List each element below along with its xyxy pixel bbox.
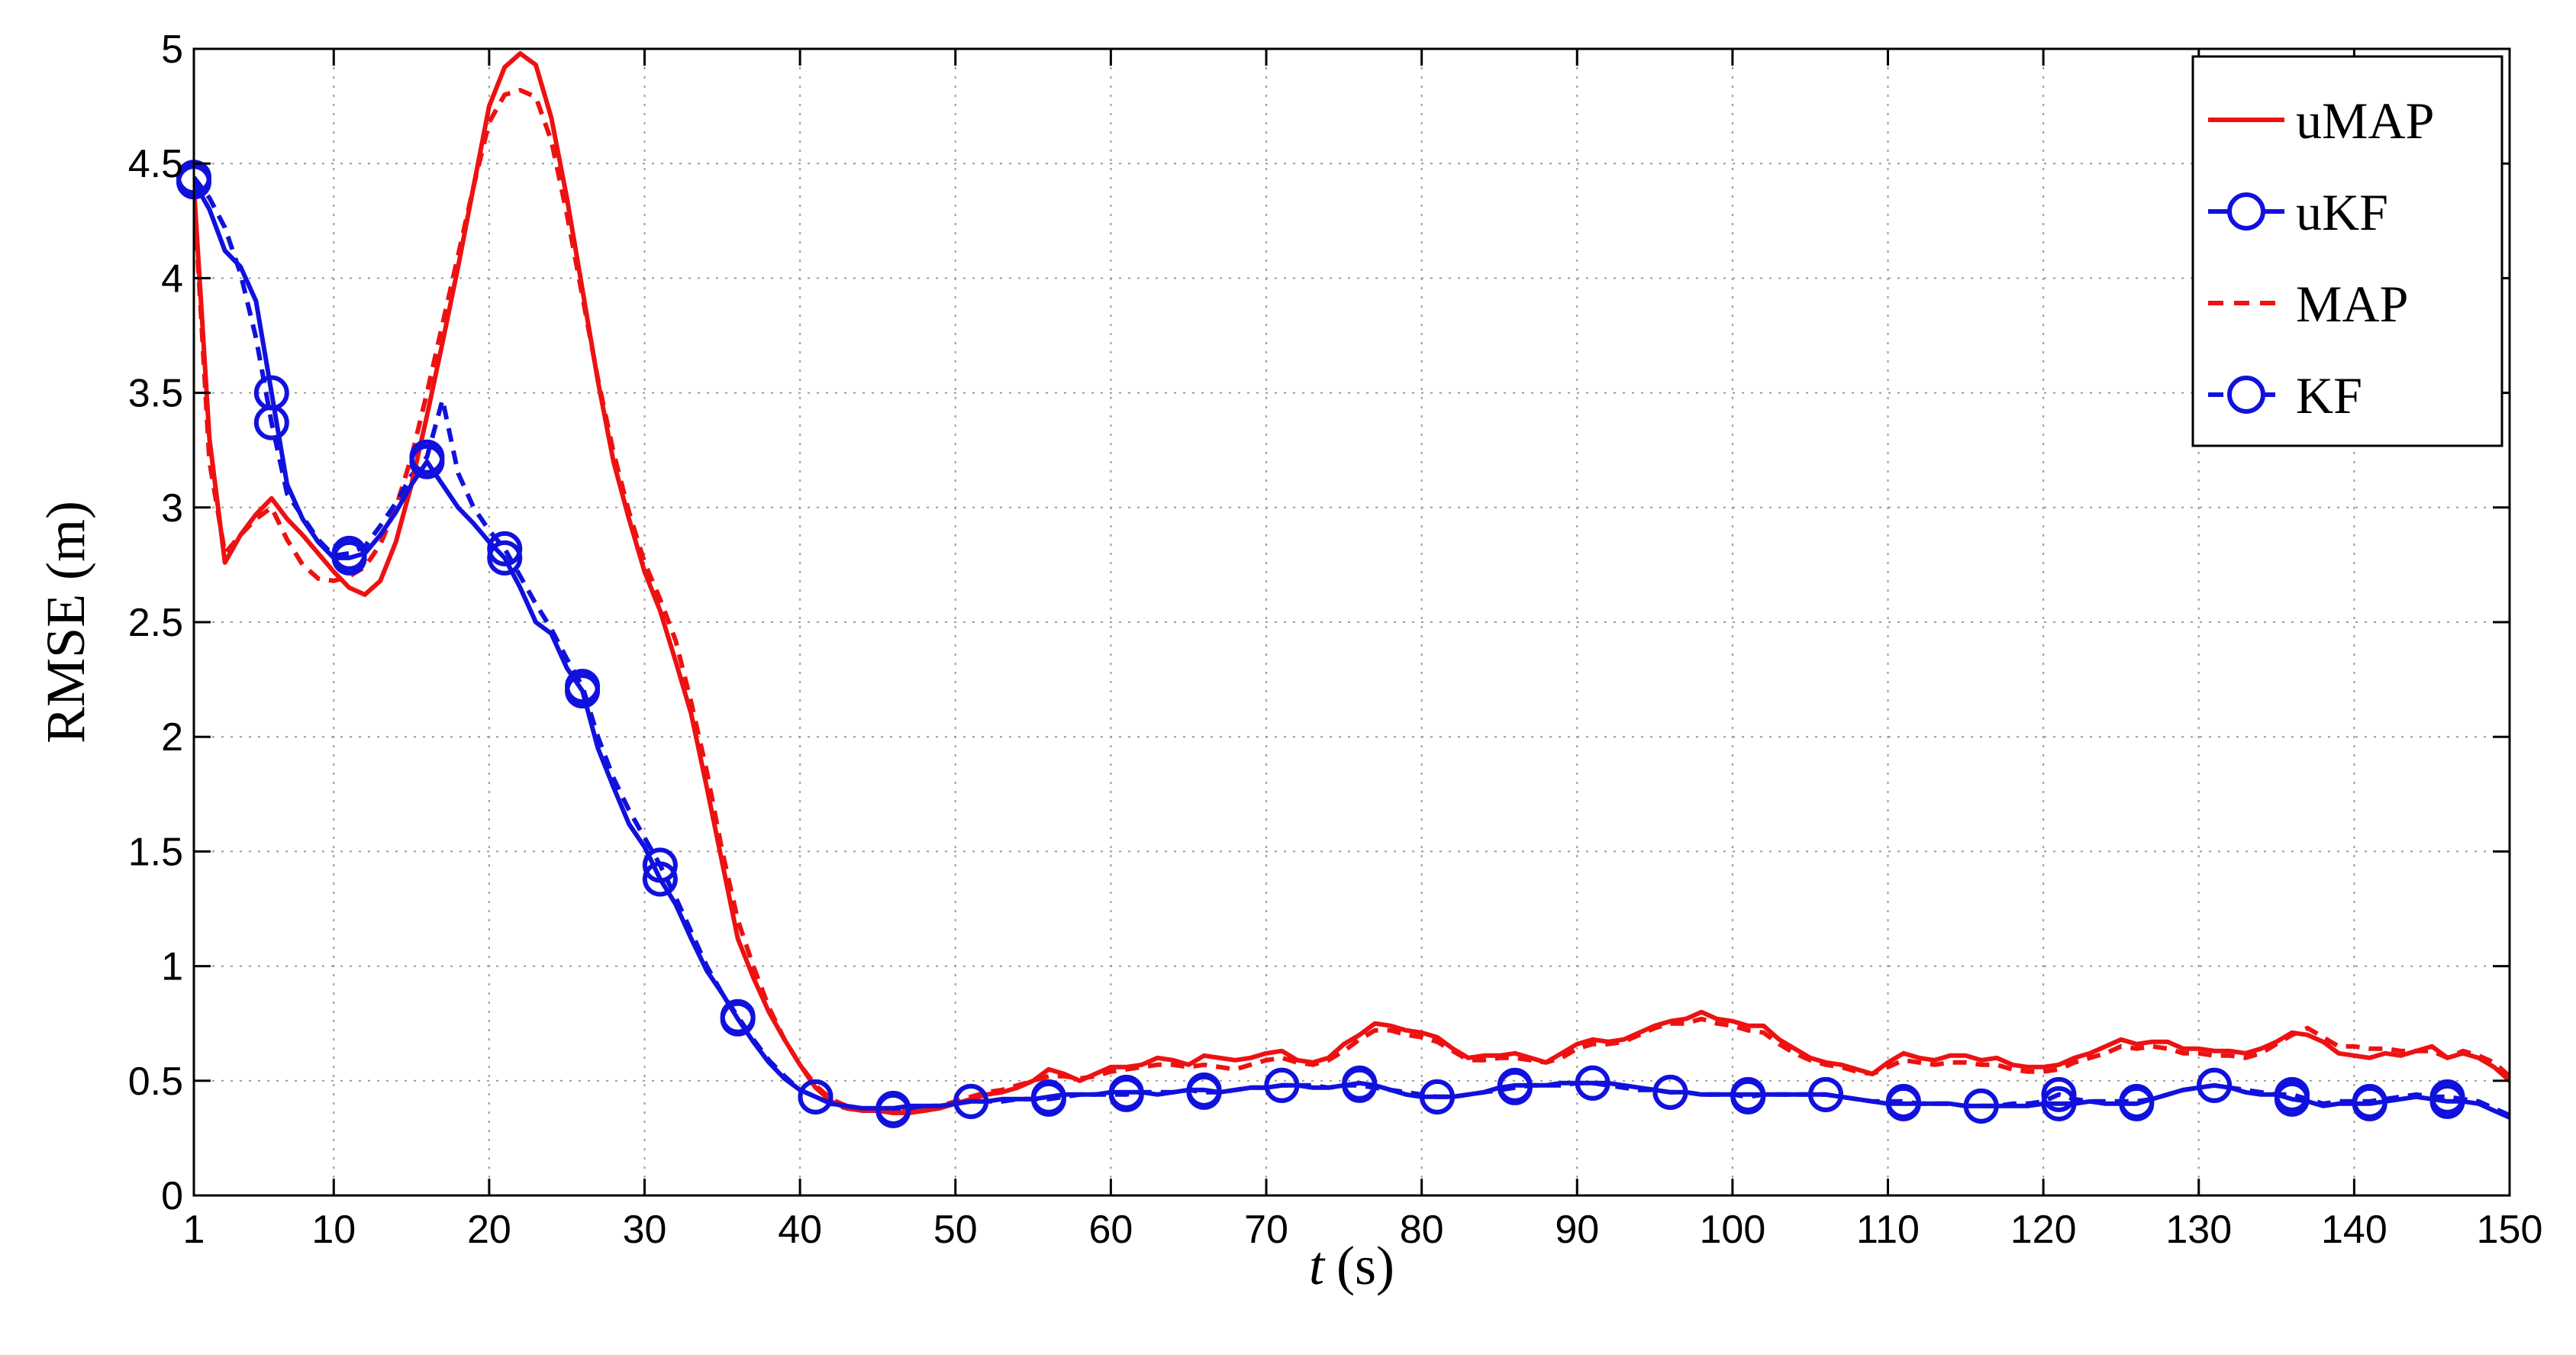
legend-marker-ukf [2227,192,2265,231]
y-tick-label: 0.5 [128,1060,183,1104]
x-tick-label: 50 [933,1208,978,1252]
data-point-ukf [2041,1086,2077,1121]
data-point-ukf [565,673,601,709]
x-axis-tick-labels: 1 10 20 30 40 50 60 70 80 90 100 110 120 130 140 150 [183,1208,2543,1252]
data-point-ukf [1342,1065,1378,1101]
legend-label-umap: uMAP [2296,92,2434,150]
data-point-kf [642,847,678,883]
x-tick-label: 1 [183,1208,205,1252]
data-point-ukf [1419,1079,1455,1115]
y-tick-label: 4.5 [128,142,183,186]
x-tick-label: 10 [311,1208,356,1252]
data-point-ukf [2119,1086,2155,1121]
data-point-ukf [409,444,445,479]
data-point-ukf [798,1079,833,1115]
marker-layer [176,160,2465,1128]
data-point-ukf [2274,1081,2310,1117]
data-point-ukf [1963,1088,1999,1124]
legend-item-ukf: uKF [2208,183,2388,241]
x-tick-label: 80 [1400,1208,1444,1252]
x-tick-label: 70 [1244,1208,1288,1252]
data-point-ukf [1652,1074,1688,1110]
y-tick-label: 1 [161,945,183,989]
y-tick-label: 3 [161,486,183,531]
data-point-ukf [1730,1076,1766,1112]
x-tick-label: 100 [1699,1208,1765,1252]
legend-item-umap: uMAP [2208,92,2434,150]
data-point-ukf [1030,1079,1066,1115]
data-point-ukf [2197,1067,2233,1103]
x-tick-label: 140 [2321,1208,2387,1252]
y-tick-label: 2 [161,715,183,760]
legend-label-ukf: uKF [2296,183,2388,241]
y-tick-label: 4 [161,256,183,301]
data-point-kf [2041,1076,2077,1112]
legend-label-map: MAP [2296,275,2408,333]
data-point-kf [487,531,523,566]
data-point-ukf [1108,1074,1144,1110]
legend-label-kf: KF [2296,366,2362,424]
x-tick-label: 90 [1555,1208,1599,1252]
x-axis-label-variable: t [1309,1235,1326,1296]
plot-background [194,49,2510,1195]
data-point-ukf [2352,1086,2387,1121]
data-point-ukf [720,1001,756,1037]
x-tick-label: 40 [778,1208,822,1252]
x-tick-label: 60 [1088,1208,1133,1252]
data-point-ukf [2429,1083,2465,1119]
x-tick-label: 110 [1856,1208,1920,1252]
y-tick-label: 2.5 [128,601,183,645]
y-tick-label: 1.5 [128,830,183,874]
data-point-ukf [487,540,523,576]
legend: uMAP uKF MAP KF [2191,55,2503,447]
data-point-ukf [875,1090,911,1126]
x-tick-label: 120 [2010,1208,2077,1252]
y-tick-label: 5 [161,27,183,72]
data-point-ukf [253,375,289,411]
legend-item-kf: KF [2208,366,2362,424]
data-point-ukf [331,540,367,576]
x-tick-label: 130 [2165,1208,2232,1252]
y-axis-tick-labels: 0 0.5 1 1.5 2 2.5 3 3.5 4 4.5 5 [128,27,183,1218]
series-line-umap [194,51,2510,1115]
data-point-ukf [1186,1072,1222,1108]
legend-items: uMAP uKF MAP KF [2208,92,2434,424]
x-tick-label: 30 [623,1208,667,1252]
y-tick-label: 0 [161,1174,183,1218]
data-point-ukf [1264,1067,1300,1103]
x-axis-label: t (s) [1309,1235,1394,1296]
y-axis-label: RMSE (m) [35,501,96,744]
data-point-ukf [1575,1065,1610,1101]
data-point-ukf [1885,1086,1921,1121]
data-point-ukf [953,1083,989,1119]
y-tick-label: 3.5 [128,372,183,416]
x-tick-label: 150 [2477,1208,2543,1252]
legend-marker-kf [2227,376,2265,414]
data-point-ukf [642,861,678,897]
x-tick-label: 20 [467,1208,511,1252]
data-point-ukf [1497,1067,1533,1103]
legend-item-map: MAP [2208,275,2408,333]
x-axis-label-unit: (s) [1336,1235,1394,1296]
data-point-ukf [1808,1076,1844,1112]
